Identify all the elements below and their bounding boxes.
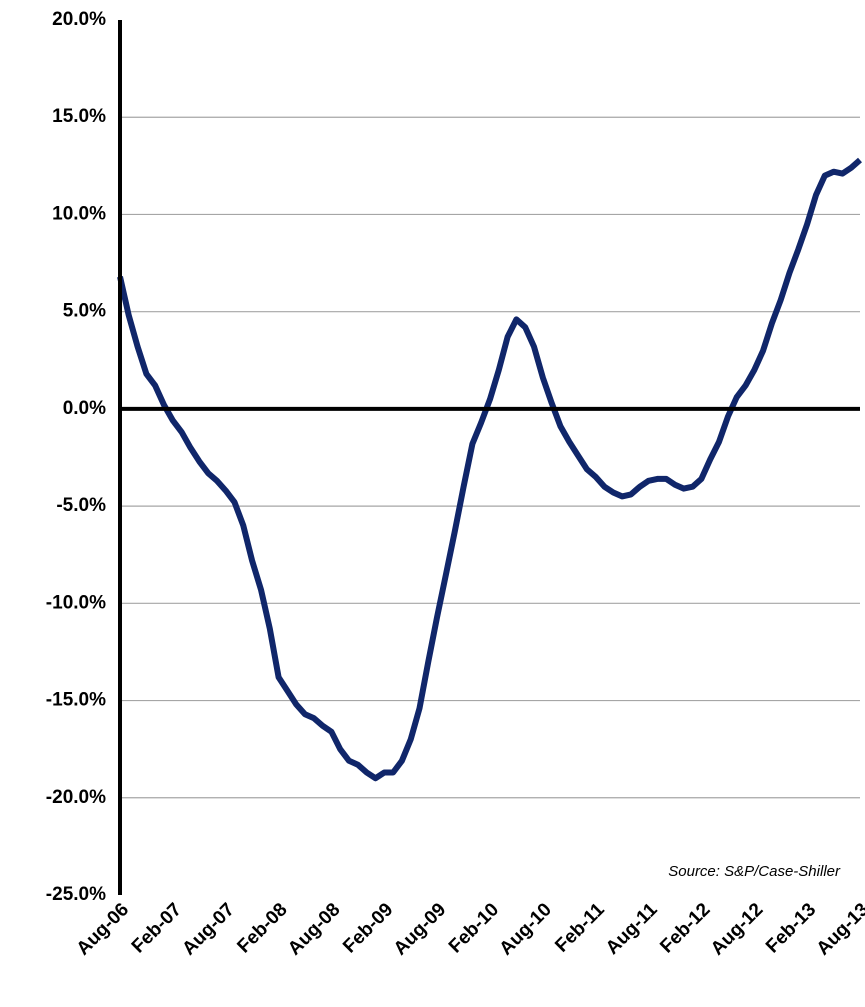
x-tick-label: Aug-08 bbox=[284, 899, 344, 959]
x-tick-label: Feb-07 bbox=[128, 899, 186, 957]
y-tick-label: 15.0% bbox=[52, 106, 106, 127]
y-tick-label: -20.0% bbox=[46, 787, 106, 808]
line-series bbox=[117, 157, 862, 782]
y-tick-label: 0.0% bbox=[63, 398, 106, 419]
x-tick-label: Feb-09 bbox=[339, 899, 397, 957]
x-tick-label: Aug-11 bbox=[602, 899, 662, 959]
y-tick-label: 20.0% bbox=[52, 9, 106, 30]
x-tick-label: Feb-12 bbox=[656, 899, 714, 957]
x-tick-label: Aug-12 bbox=[707, 899, 767, 959]
x-tick-label: Feb-13 bbox=[762, 899, 820, 957]
x-tick-label: Aug-09 bbox=[390, 899, 450, 959]
y-tick-label: 5.0% bbox=[63, 301, 106, 322]
y-tick-label: -15.0% bbox=[46, 690, 106, 711]
x-tick-label: Feb-08 bbox=[233, 899, 291, 957]
annotation: Source: S&P/Case-Shiller bbox=[668, 863, 841, 880]
y-tick-label: -25.0% bbox=[46, 884, 106, 905]
x-tick-label: Aug-13 bbox=[813, 899, 865, 959]
y-tick-label: -5.0% bbox=[56, 495, 106, 516]
x-tick-label: Aug-07 bbox=[178, 899, 238, 959]
x-tick-label: Aug-10 bbox=[496, 899, 556, 959]
x-tick-label: Feb-10 bbox=[445, 899, 503, 957]
y-tick-label: 10.0% bbox=[52, 203, 106, 224]
y-tick-label: -10.0% bbox=[46, 592, 106, 613]
x-tick-label: Feb-11 bbox=[551, 899, 609, 957]
x-tick-label: Aug-06 bbox=[73, 899, 133, 959]
